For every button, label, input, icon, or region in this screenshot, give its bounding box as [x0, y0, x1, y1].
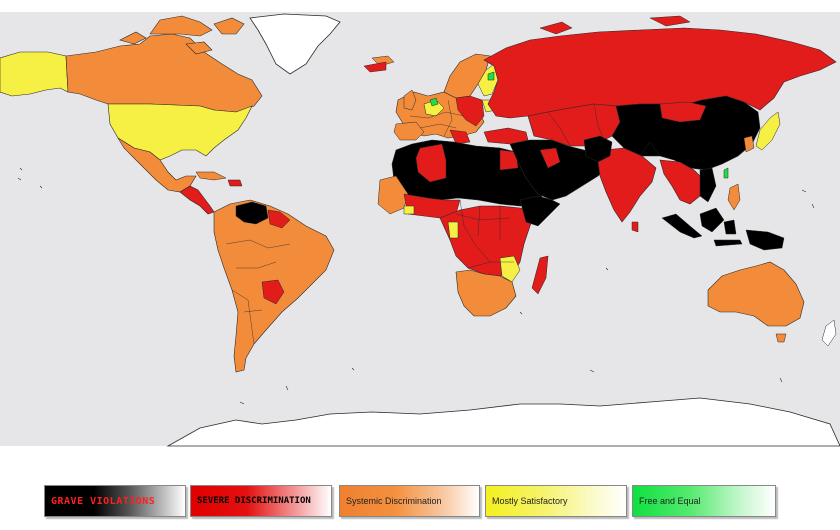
legend-label: SEVERE DISCRIMINATION — [197, 496, 311, 506]
legend-label: Free and Equal — [639, 496, 701, 506]
region-tasmania — [775, 333, 787, 343]
region-iberia — [393, 121, 425, 141]
region-japan — [755, 111, 781, 151]
world-map — [0, 12, 840, 447]
region-horn-of-africa — [519, 195, 561, 227]
legend-item-grave-violations: GRAVE VIOLATIONS — [44, 485, 186, 517]
region-europe-green — [429, 71, 495, 107]
region-vietnam — [699, 167, 717, 203]
legend-item-mostly-satisfactory: Mostly Satisfactory — [485, 485, 627, 517]
region-afghanistan — [583, 135, 613, 163]
legend-label: GRAVE VIOLATIONS — [51, 495, 156, 507]
legend-item-free-and-equal: Free and Equal — [632, 485, 776, 517]
europe-borders — [409, 99, 465, 137]
region-paraguay — [261, 279, 285, 305]
region-philippines — [727, 183, 741, 211]
legend-item-systemic-discrimination: Systemic Discrimination — [339, 485, 480, 517]
region-mexico — [117, 137, 197, 193]
region-sri-lanka — [631, 221, 639, 233]
region-turkey — [483, 127, 529, 145]
region-alaska — [0, 51, 69, 97]
region-korea — [743, 135, 755, 153]
region-mongolia — [659, 101, 707, 123]
africa-borders — [455, 199, 514, 269]
region-southern-africa-yellow — [403, 205, 521, 283]
region-arabia-red — [539, 147, 561, 169]
region-taiwan — [723, 167, 729, 179]
region-indonesia — [661, 207, 785, 251]
legend-item-severe-discrimination: SEVERE DISCRIMINATION — [190, 485, 332, 517]
region-southern-africa — [455, 269, 517, 317]
region-russia-islands — [363, 15, 691, 73]
region-canada — [65, 33, 263, 113]
region-hispaniola — [227, 179, 243, 187]
sa-borders — [225, 239, 291, 345]
region-venezuela — [235, 201, 269, 225]
legend-label: Systemic Discrimination — [346, 496, 442, 506]
region-new-zealand — [821, 319, 837, 347]
map-legend: GRAVE VIOLATIONS SEVERE DISCRIMINATION S… — [0, 483, 840, 523]
region-antarctica — [166, 397, 840, 447]
region-madagascar — [531, 255, 549, 295]
legend-label: Mostly Satisfactory — [492, 496, 568, 506]
region-egypt — [499, 149, 519, 171]
region-eastern-europe — [449, 95, 485, 145]
world-map-svg — [0, 12, 840, 447]
region-algeria — [415, 143, 447, 183]
region-greenland — [249, 13, 341, 75]
region-small-islands — [17, 167, 815, 405]
region-southeast-asia — [659, 159, 705, 205]
region-canada-islands — [119, 15, 245, 55]
region-uk — [403, 89, 417, 111]
region-central-america — [179, 185, 215, 215]
region-australia — [707, 261, 805, 327]
region-cuba — [195, 171, 227, 181]
region-guianas — [267, 209, 291, 229]
asia-borders — [547, 103, 661, 157]
